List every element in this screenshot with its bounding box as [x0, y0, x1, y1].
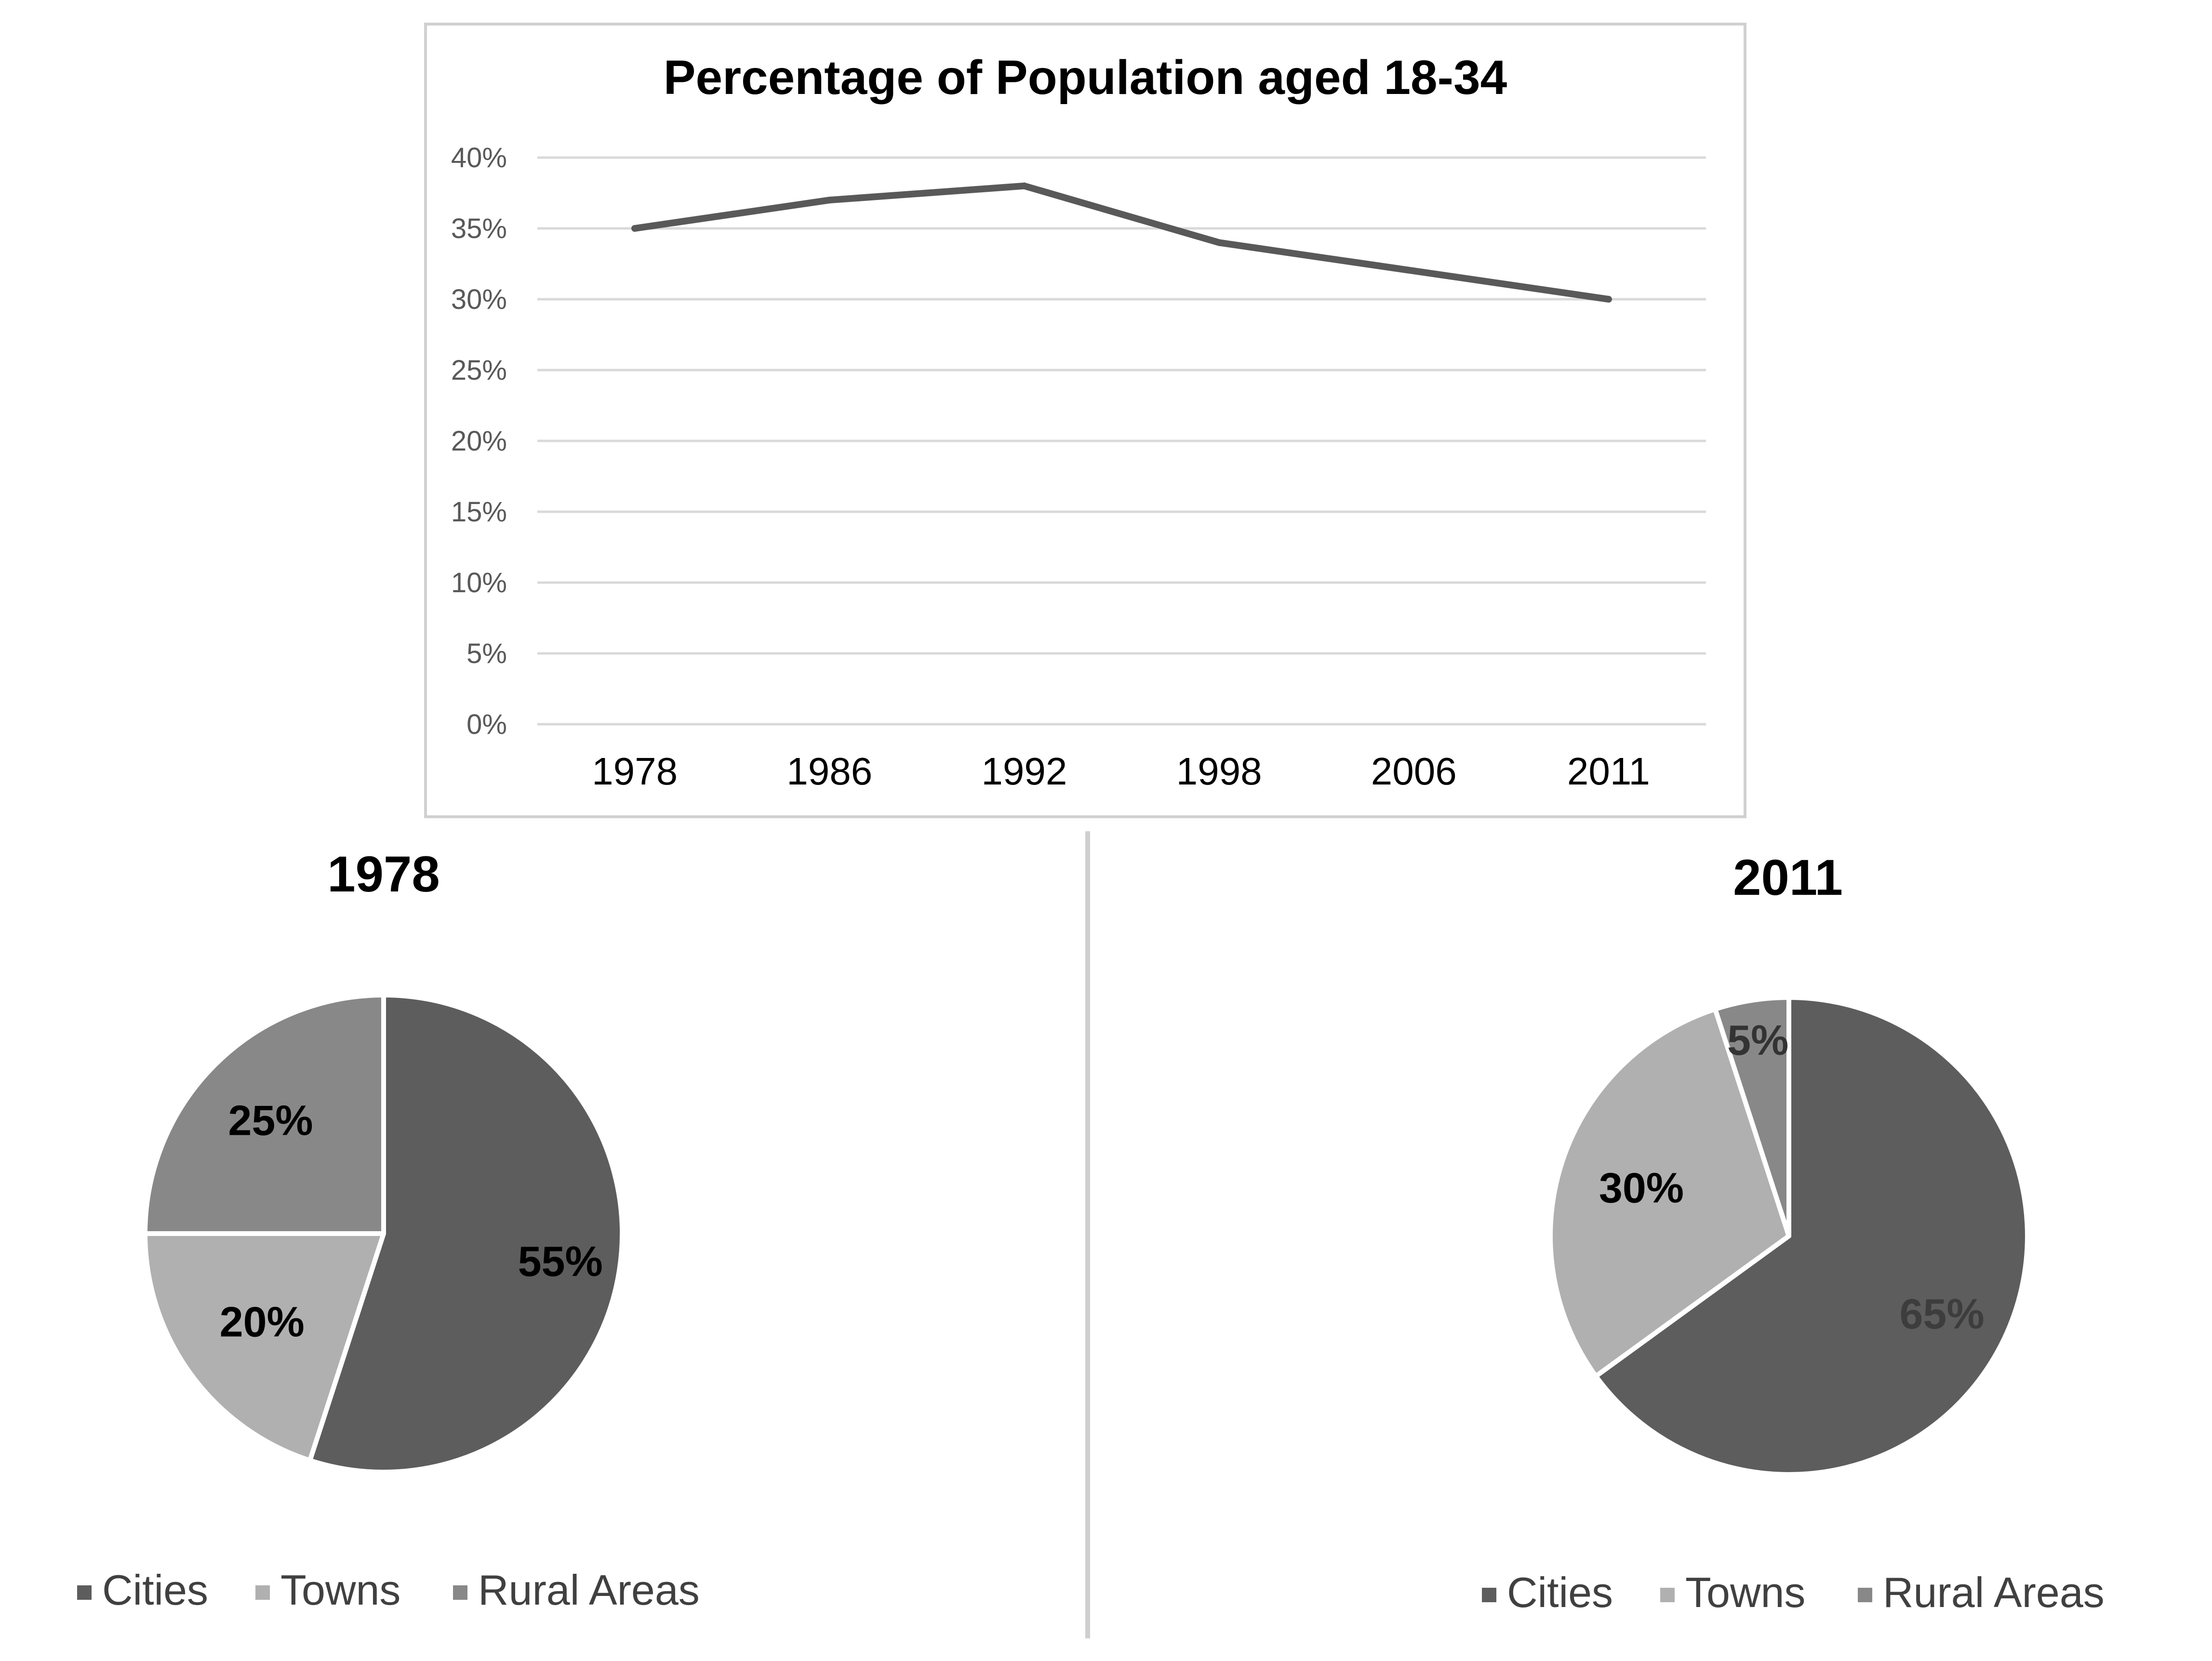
data-point — [1021, 182, 1028, 189]
series-line — [631, 182, 1612, 303]
x-tick-label: 2006 — [1371, 750, 1457, 793]
legend-label-towns: Towns — [1685, 1568, 1805, 1616]
pie-1978-legend: Cities Towns Rural Areas — [77, 1566, 700, 1614]
data-point — [1410, 267, 1417, 275]
legend-swatch-rural-areas — [453, 1585, 467, 1600]
pie-2011-legend: Cities Towns Rural Areas — [1482, 1568, 2105, 1616]
legend-swatch-rural-areas — [1858, 1588, 1872, 1602]
pie-slice-cities — [307, 993, 625, 1475]
legend-label-towns: Towns — [280, 1566, 400, 1614]
pie-slice-towns — [143, 1231, 386, 1463]
pie-2011-title: 2011 — [1733, 850, 1843, 906]
x-tick-label: 1986 — [786, 750, 872, 793]
data-point — [631, 225, 639, 232]
line-chart-y-tick-labels: 0% 5% 10% 15% 20% 25% 30% 35% 40% — [451, 142, 507, 740]
x-tick-label: 1992 — [981, 750, 1067, 793]
y-tick-label: 5% — [466, 638, 507, 669]
y-tick-label: 35% — [451, 213, 507, 244]
legend-swatch-cities — [1482, 1588, 1496, 1602]
x-tick-label: 1978 — [592, 750, 678, 793]
y-tick-label: 15% — [451, 496, 507, 528]
legend-label-rural-areas: Rural Areas — [1883, 1568, 2105, 1616]
y-tick-label: 0% — [466, 709, 507, 740]
pie-slice-cities — [1593, 995, 2030, 1477]
pie-data-label: 30% — [1599, 1164, 1684, 1212]
pie-data-label: 55% — [518, 1237, 603, 1285]
pie-1978: 55% 20% 25% — [143, 993, 625, 1475]
pie-slice-towns — [1548, 1007, 1791, 1379]
pie-1978-title: 1978 — [327, 846, 440, 903]
data-point — [1215, 239, 1223, 246]
pie-data-label: 20% — [220, 1298, 305, 1345]
legend-label-cities: Cities — [1507, 1568, 1613, 1616]
pie-2011: 65% 30% 5% — [1548, 995, 2030, 1477]
y-tick-label: 40% — [451, 142, 507, 173]
y-tick-label: 10% — [451, 567, 507, 598]
pie-data-label: 65% — [1899, 1290, 1984, 1338]
pie-slice-rural-areas — [143, 993, 386, 1236]
line-chart-series — [631, 182, 1612, 303]
legend-label-cities: Cities — [102, 1566, 208, 1614]
legend-swatch-cities — [77, 1585, 92, 1600]
y-tick-label: 30% — [451, 284, 507, 315]
x-tick-label: 2011 — [1567, 750, 1650, 793]
legend-label-rural-areas: Rural Areas — [478, 1566, 700, 1614]
x-tick-label: 1998 — [1176, 750, 1262, 793]
y-tick-label: 25% — [451, 355, 507, 386]
line-chart-title: Percentage of Population aged 18-34 — [664, 51, 1507, 105]
pie-data-label: 5% — [1727, 1016, 1788, 1064]
legend-swatch-towns — [1660, 1588, 1675, 1602]
line-chart-x-tick-labels: 1978 1986 1992 1998 2006 2011 — [592, 750, 1650, 793]
legend-swatch-towns — [255, 1585, 270, 1600]
line-chart-gridlines — [537, 156, 1706, 726]
line-chart-frame — [424, 23, 1746, 818]
data-point — [826, 197, 833, 204]
y-tick-label: 20% — [451, 425, 507, 457]
data-point — [1605, 296, 1612, 303]
pie-slice-rural-areas — [1713, 995, 1791, 1238]
pie-data-label: 25% — [228, 1096, 313, 1144]
